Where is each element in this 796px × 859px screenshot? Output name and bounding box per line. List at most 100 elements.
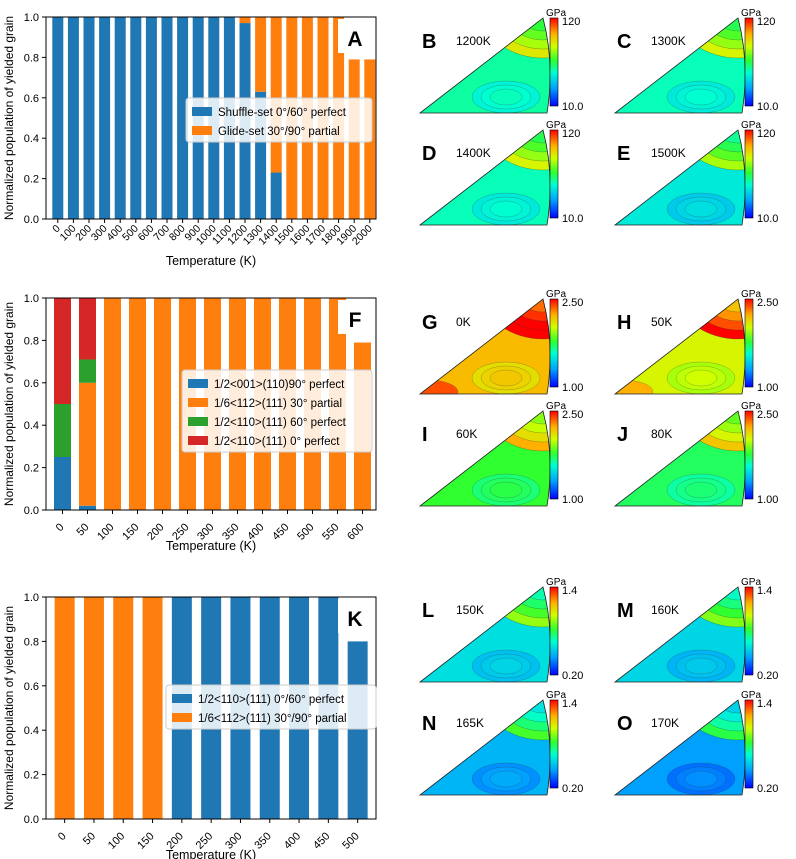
temperature-label: 50K: [651, 315, 672, 329]
colorbar-min: 1.00: [757, 382, 778, 394]
colorbar-unit: GPa: [546, 577, 566, 588]
colorbar-max: 2.50: [562, 297, 583, 309]
panel-label: J: [617, 424, 628, 446]
colorbar-unit: GPa: [741, 120, 761, 131]
temperature-label: 150K: [456, 603, 484, 617]
legend-swatch: [188, 379, 208, 388]
bar-chart-K: 0 50 100 150 200 250 300 350 400 450 5000.00.20.40…: [2, 592, 377, 859]
bar-F-150-s1: [129, 298, 146, 510]
bar-A-700-s0: [161, 17, 173, 219]
contour-band-bottom: [684, 88, 718, 106]
panel-label: N: [422, 713, 436, 735]
colorbar-min: 10.0: [562, 101, 583, 113]
colorbar-max: 120: [757, 16, 775, 28]
bar-A-500-s0: [130, 17, 142, 219]
contour-band-bottom: [684, 369, 718, 387]
colorbar-min: 0.20: [562, 783, 583, 795]
legend-label: 1/2<110>(111) 60° perfect: [214, 417, 347, 429]
y-axis-label: Normalized population of yielded grain: [2, 302, 16, 506]
bar-K-150-s1: [142, 597, 163, 819]
y-tick-label: 0.0: [24, 214, 39, 226]
colorbar: [744, 699, 754, 789]
x-tick-label: 150: [120, 521, 141, 542]
legend-swatch: [188, 417, 208, 426]
colorbar-unit: GPa: [546, 289, 566, 300]
bar-A-1400-s0: [270, 172, 282, 219]
axes-frame: [45, 297, 377, 511]
y-tick-label: 0.0: [24, 814, 39, 826]
y-axis-label: Normalized population of yielded grain: [2, 606, 16, 810]
colorbar-unit: GPa: [546, 120, 566, 131]
panel-label-bg: [338, 19, 372, 53]
x-axis-label: Temperature (K): [166, 539, 256, 553]
legend-swatch: [192, 126, 212, 135]
contour-band-bottom: [489, 657, 523, 675]
panel-label: B: [422, 31, 436, 53]
colorbar-max: 120: [562, 16, 580, 28]
legend-swatch: [172, 694, 192, 703]
panel-label: L: [422, 600, 434, 622]
y-tick-label: 0.0: [24, 505, 39, 517]
y-tick-label: 0.2: [24, 463, 39, 475]
panel-label: H: [617, 312, 631, 334]
temperature-label: 165K: [456, 716, 484, 730]
legend-label: 1/2<110>(111) 0°/60° perfect: [198, 694, 345, 706]
panel-label: I: [422, 424, 428, 446]
contour-bands: [471, 18, 551, 113]
colorbar-max: 120: [562, 128, 580, 140]
bar-K-50-s1: [83, 597, 104, 819]
y-tick-label: 1.0: [24, 293, 39, 305]
y-tick-label: 0.6: [24, 378, 39, 390]
y-tick-label: 0.2: [24, 770, 39, 782]
x-tick-label: 200: [145, 521, 166, 542]
colorbar-max: 2.50: [562, 409, 583, 421]
bar-A-400-s0: [114, 17, 126, 219]
legend: Shuffle-set 0°/60° perfect Glide-set 30°/…: [185, 97, 373, 143]
y-tick-label: 0.6: [24, 681, 39, 693]
temperature-label: 60K: [456, 427, 477, 441]
colorbar: [744, 298, 754, 388]
bar-F-50-s3: [79, 298, 96, 360]
bar-F-50-s0: [79, 505, 96, 510]
bar-A-1200-s1: [239, 17, 251, 24]
bar-A-600-s0: [145, 17, 157, 219]
legend: 1/2<110>(111) 0°/60° perfect 1/6<112>(111…: [165, 684, 377, 730]
contour-bands: [666, 18, 746, 113]
colorbar: [549, 586, 559, 676]
colorbar-max: 120: [757, 128, 775, 140]
contour-band-bottom: [489, 200, 523, 218]
legend-swatch: [172, 713, 192, 722]
colorbar-max: 1.4: [757, 698, 772, 710]
bar-F-200-s1: [154, 298, 171, 510]
contour-bands: [471, 587, 551, 682]
y-axis-label: Normalized population of yielded grain: [2, 16, 16, 220]
colorbar-min: 0.20: [757, 783, 778, 795]
colorbar: [549, 410, 559, 500]
colorbar: [549, 17, 559, 107]
legend-box: [165, 684, 377, 730]
contour-band-bottom: [489, 481, 523, 499]
temperature-label: 1500K: [651, 146, 686, 160]
bar-chart-F: 0 50 100 150 200 250 300 350 400 450 500 550 6000.00…: [2, 293, 377, 553]
colorbar-min: 0.20: [757, 670, 778, 682]
legend: 1/2<001>(110)90° perfect 1/6<112>(111) 30…: [181, 369, 373, 453]
colorbar-unit: GPa: [741, 289, 761, 300]
x-tick-label: 100: [106, 830, 127, 851]
x-tick-label: 600: [345, 521, 366, 542]
y-tick-label: 1.0: [24, 592, 39, 604]
bar-A-800-s0: [177, 17, 189, 219]
y-tick-label: 0.8: [24, 335, 39, 347]
colorbar-unit: GPa: [546, 690, 566, 701]
y-tick-label: 0.4: [24, 133, 39, 145]
axes-frame: [45, 16, 377, 220]
legend-swatch: [188, 436, 208, 445]
colorbar-min: 1.00: [562, 494, 583, 506]
x-tick-label: 500: [295, 521, 316, 542]
colorbar-unit: GPa: [546, 401, 566, 412]
temperature-label: 80K: [651, 427, 672, 441]
